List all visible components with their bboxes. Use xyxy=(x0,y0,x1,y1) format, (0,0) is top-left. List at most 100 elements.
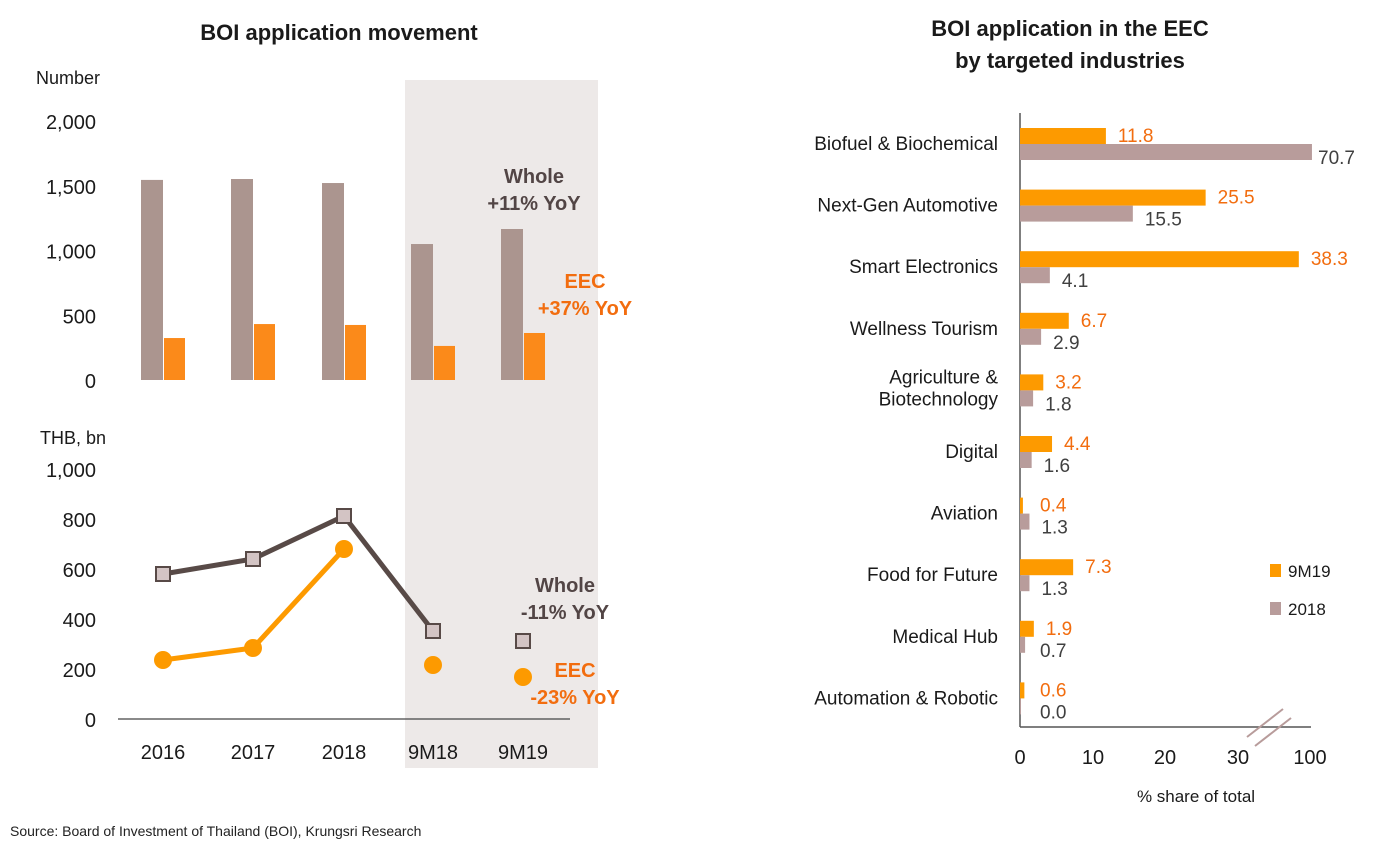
eec-bar-annotation-2: +37% YoY xyxy=(538,298,633,320)
category-label: Aviation xyxy=(931,504,998,525)
whole-bar xyxy=(141,179,163,380)
value-label-2018: 1.8 xyxy=(1045,394,1071,415)
y-tick-label: 200 xyxy=(63,660,96,682)
y-tick-label: 0 xyxy=(85,371,96,393)
bar-9m19 xyxy=(1020,374,1044,391)
category-label: Agriculture & xyxy=(889,367,998,388)
whole-bar xyxy=(411,244,433,380)
y-tick-label: 1,000 xyxy=(46,242,96,264)
whole-line-annotation-1: Whole xyxy=(535,575,595,597)
value-label-9m19: 11.8 xyxy=(1118,126,1154,147)
value-label-9m19: 0.6 xyxy=(1040,680,1066,701)
industry-bar-chart: 0 10 20 30 100 Biofuel & Biochemical 11.8 70.7 N… xyxy=(814,113,1355,769)
legend-swatch-9m19 xyxy=(1270,564,1281,577)
category-label: Next-Gen Automotive xyxy=(817,196,998,217)
right-chart-title-1: BOI application in the EEC xyxy=(931,16,1209,41)
whole-point xyxy=(245,551,261,567)
whole-bar xyxy=(501,229,523,380)
bar-2018 xyxy=(1020,267,1050,284)
x-tick-label: 2016 xyxy=(141,742,186,764)
bar-2018 xyxy=(1020,390,1034,407)
eec-bar xyxy=(164,338,185,380)
line-chart: 1,000 800 600 400 200 0 2016 2017 2018 9M18 9M19 xyxy=(46,460,570,764)
projection-shade xyxy=(405,80,598,768)
value-label-9m19: 6.7 xyxy=(1081,311,1107,332)
bar-9m19 xyxy=(1020,189,1206,206)
category-label: Food for Future xyxy=(867,565,998,586)
category-label: Automation & Robotic xyxy=(814,688,998,709)
bar-2018 xyxy=(1020,452,1032,468)
value-label-2018: 1.3 xyxy=(1041,579,1067,600)
x-tick-label: 0 xyxy=(1014,747,1025,769)
bar-9m19 xyxy=(1020,312,1069,329)
eec-bar xyxy=(524,332,545,380)
value-label-2018: 1.6 xyxy=(1044,456,1070,477)
whole-bar xyxy=(322,183,344,380)
whole-bar-annotation-1: Whole xyxy=(504,166,564,188)
bar-2018 xyxy=(1020,636,1026,653)
bar-chart: 2,000 1,500 1,000 500 0 xyxy=(46,112,545,393)
x-tick-label: 9M19 xyxy=(498,742,548,764)
legend-swatch-2018 xyxy=(1270,602,1281,615)
whole-point xyxy=(515,633,531,649)
bar-9m19 xyxy=(1020,128,1106,144)
eec-bar xyxy=(434,345,455,380)
eec-point xyxy=(154,651,172,669)
y-tick-label: 800 xyxy=(63,510,96,532)
right-chart-title-2: by targeted industries xyxy=(955,48,1185,73)
left-chart-title: BOI application movement xyxy=(200,20,478,45)
category-label: Digital xyxy=(945,442,998,463)
category-label: Wellness Tourism xyxy=(850,319,998,340)
x-tick-label: 100 xyxy=(1293,747,1326,769)
whole-line-annotation-2: -11% YoY xyxy=(521,602,610,624)
value-label-2018: 15.5 xyxy=(1145,210,1182,231)
bar-2018 xyxy=(1020,144,1312,160)
bar-2018 xyxy=(1020,575,1030,592)
value-label-2018: 4.1 xyxy=(1062,271,1088,292)
bar-9m19 xyxy=(1020,251,1299,268)
eec-point xyxy=(244,639,262,657)
eec-line-annotation-2: -23% YoY xyxy=(530,687,620,709)
y-tick-label: 1,000 xyxy=(46,460,96,482)
legend-label-9m19: 9M19 xyxy=(1288,562,1331,581)
category-label: Biofuel & Biochemical xyxy=(814,134,998,155)
y-tick-label: 0 xyxy=(85,710,96,732)
eec-line-annotation-1: EEC xyxy=(554,660,595,682)
bar-9m19 xyxy=(1020,559,1074,576)
x-tick-label: 2018 xyxy=(322,742,367,764)
whole-bar xyxy=(231,179,253,380)
source-note: Source: Board of Investment of Thailand … xyxy=(10,823,421,839)
bar-y-axis-label: Number xyxy=(36,68,100,88)
value-label-2018: 70.7 xyxy=(1318,148,1355,169)
eec-point xyxy=(424,656,442,674)
bar-2018 xyxy=(1020,328,1042,345)
eec-bar xyxy=(254,324,275,380)
bar-2018 xyxy=(1020,698,1021,715)
bar-9m19 xyxy=(1020,620,1034,637)
value-label-9m19: 1.9 xyxy=(1046,619,1072,640)
whole-line xyxy=(162,512,435,633)
eec-point xyxy=(514,668,532,686)
category-label: Medical Hub xyxy=(892,627,998,648)
x-tick-label: 9M18 xyxy=(408,742,458,764)
y-tick-label: 1,500 xyxy=(46,177,96,199)
line-y-axis-label: THB, bn xyxy=(40,428,106,448)
value-label-9m19: 38.3 xyxy=(1311,249,1348,270)
x-axis-label: % share of total xyxy=(1137,787,1255,806)
whole-point xyxy=(155,566,171,582)
eec-point xyxy=(335,540,353,558)
eec-bar xyxy=(345,324,366,380)
whole-point xyxy=(425,623,441,639)
bar-9m19 xyxy=(1020,497,1023,514)
axis-break-mark xyxy=(1246,708,1284,738)
bar-9m19 xyxy=(1020,436,1053,452)
value-label-2018: 1.3 xyxy=(1041,518,1067,539)
value-label-9m19: 4.4 xyxy=(1064,434,1091,455)
eec-bar-annotation-1: EEC xyxy=(564,271,605,293)
value-label-9m19: 7.3 xyxy=(1085,557,1111,578)
value-label-9m19: 25.5 xyxy=(1218,188,1255,209)
y-tick-label: 600 xyxy=(63,560,96,582)
x-tick-label: 20 xyxy=(1154,747,1176,769)
whole-point xyxy=(336,508,352,524)
x-tick-label: 10 xyxy=(1082,747,1104,769)
